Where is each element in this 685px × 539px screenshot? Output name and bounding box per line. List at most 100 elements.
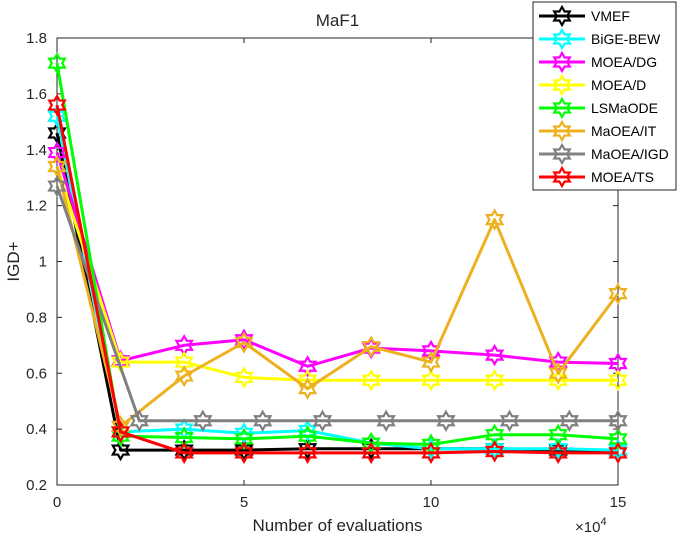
legend-label: MOEA/D — [591, 77, 646, 93]
data-point — [608, 369, 628, 392]
data-point — [234, 438, 254, 462]
legend-marker — [552, 142, 572, 166]
data-point — [174, 350, 194, 374]
legend-label: LSMaODE — [591, 100, 658, 116]
data-point — [297, 437, 318, 460]
data-point — [548, 362, 568, 385]
data-point — [47, 51, 67, 75]
data-point — [253, 409, 273, 432]
data-point — [234, 328, 254, 351]
legend-label: MOEA/TS — [591, 169, 654, 185]
data-point — [110, 438, 131, 462]
legend-label: MaOEA/IGD — [591, 146, 669, 162]
data-point — [608, 438, 628, 462]
data-point — [174, 438, 194, 462]
y-tick-label: 1 — [39, 254, 47, 271]
x-tick-label: 5 — [240, 494, 248, 511]
data-point — [174, 441, 194, 465]
x-exponent-base: ×10 — [575, 519, 600, 536]
series-layer — [47, 51, 628, 465]
data-point — [484, 343, 505, 367]
data-point — [361, 369, 381, 392]
data-point — [499, 409, 520, 432]
data-point — [608, 441, 628, 465]
legend-entry: MOEA/D — [539, 73, 646, 97]
y-axis-label: IGD+ — [4, 241, 23, 281]
data-point — [297, 377, 318, 400]
series-moea-ts — [47, 93, 628, 465]
legend-marker — [552, 27, 572, 51]
legend-entry: LSMaODE — [539, 96, 658, 120]
y-tick-label: 1.4 — [26, 142, 47, 159]
y-tick-label: 1.2 — [26, 198, 47, 215]
data-point — [234, 331, 254, 354]
legend-entry: BiGE-BEW — [539, 27, 661, 51]
x-axis-exponent: ×104 — [575, 516, 607, 536]
data-point — [234, 427, 254, 451]
series-line — [55, 62, 619, 446]
series-line — [55, 166, 618, 382]
data-point — [110, 420, 131, 444]
data-point — [47, 174, 67, 198]
legend-label: MOEA/DG — [591, 54, 657, 70]
data-point — [234, 366, 254, 389]
series-line — [55, 152, 619, 368]
series-line — [55, 115, 619, 452]
legend-entry: MaOEA/IGD — [539, 142, 669, 166]
legend-label: VMEF — [591, 8, 630, 24]
data-point — [297, 441, 318, 465]
series-line — [55, 166, 620, 428]
data-point — [484, 437, 505, 460]
legend-marker — [552, 165, 572, 189]
legend-marker — [552, 50, 572, 74]
legend-marker — [552, 96, 572, 120]
data-point — [312, 409, 333, 432]
data-point — [376, 409, 396, 432]
legend-marker — [552, 73, 572, 97]
data-point — [548, 437, 568, 460]
legend-label: MaOEA/IT — [591, 123, 657, 139]
legend-marker — [552, 119, 572, 143]
series-maoea-igd — [47, 174, 628, 432]
legend-entry: MOEA/DG — [539, 50, 657, 74]
legend-entry: VMEF — [539, 4, 630, 28]
data-point — [421, 369, 441, 392]
data-point — [47, 93, 67, 117]
data-point — [361, 441, 381, 465]
x-tick-label: 0 — [53, 494, 61, 511]
data-point — [484, 440, 505, 463]
series-line — [55, 185, 618, 423]
x-exponent-power: 4 — [600, 516, 606, 528]
data-point — [548, 441, 568, 465]
data-point — [174, 364, 194, 388]
data-point — [174, 426, 194, 449]
y-tick-label: 0.4 — [26, 421, 47, 438]
legend-entry: MOEA/TS — [539, 165, 654, 189]
data-point — [608, 409, 628, 432]
data-point — [608, 427, 628, 451]
y-tick-label: 1.8 — [26, 30, 47, 47]
x-axis-label: Number of evaluations — [252, 516, 422, 535]
data-point — [421, 350, 441, 374]
data-point — [421, 441, 441, 465]
data-point — [234, 441, 254, 465]
x-tick-label: 10 — [423, 494, 440, 511]
data-point — [559, 409, 580, 432]
x-tick-label: 15 — [610, 494, 627, 511]
series-line — [55, 104, 618, 455]
chart-title: MaF1 — [316, 11, 359, 30]
data-point — [608, 282, 628, 305]
data-point — [110, 415, 131, 438]
y-tick-label: 0.2 — [26, 477, 47, 494]
data-point — [484, 208, 505, 231]
data-point — [129, 409, 149, 432]
data-point — [193, 409, 213, 432]
data-point — [297, 355, 318, 378]
data-point — [484, 369, 505, 392]
y-tick-label: 0.6 — [26, 365, 47, 382]
axes-layer: 0 5 10 15 0.2 0.4 0.6 0.8 1 1.2 1.4 1.6 1.8 — [26, 30, 626, 511]
legend: VMEF BiGE-BEW MOEA/DG MOEA/D LSMaODE MaOEA/IT… — [532, 1, 677, 191]
data-point — [361, 335, 381, 358]
y-tick-label: 0.8 — [26, 309, 47, 326]
